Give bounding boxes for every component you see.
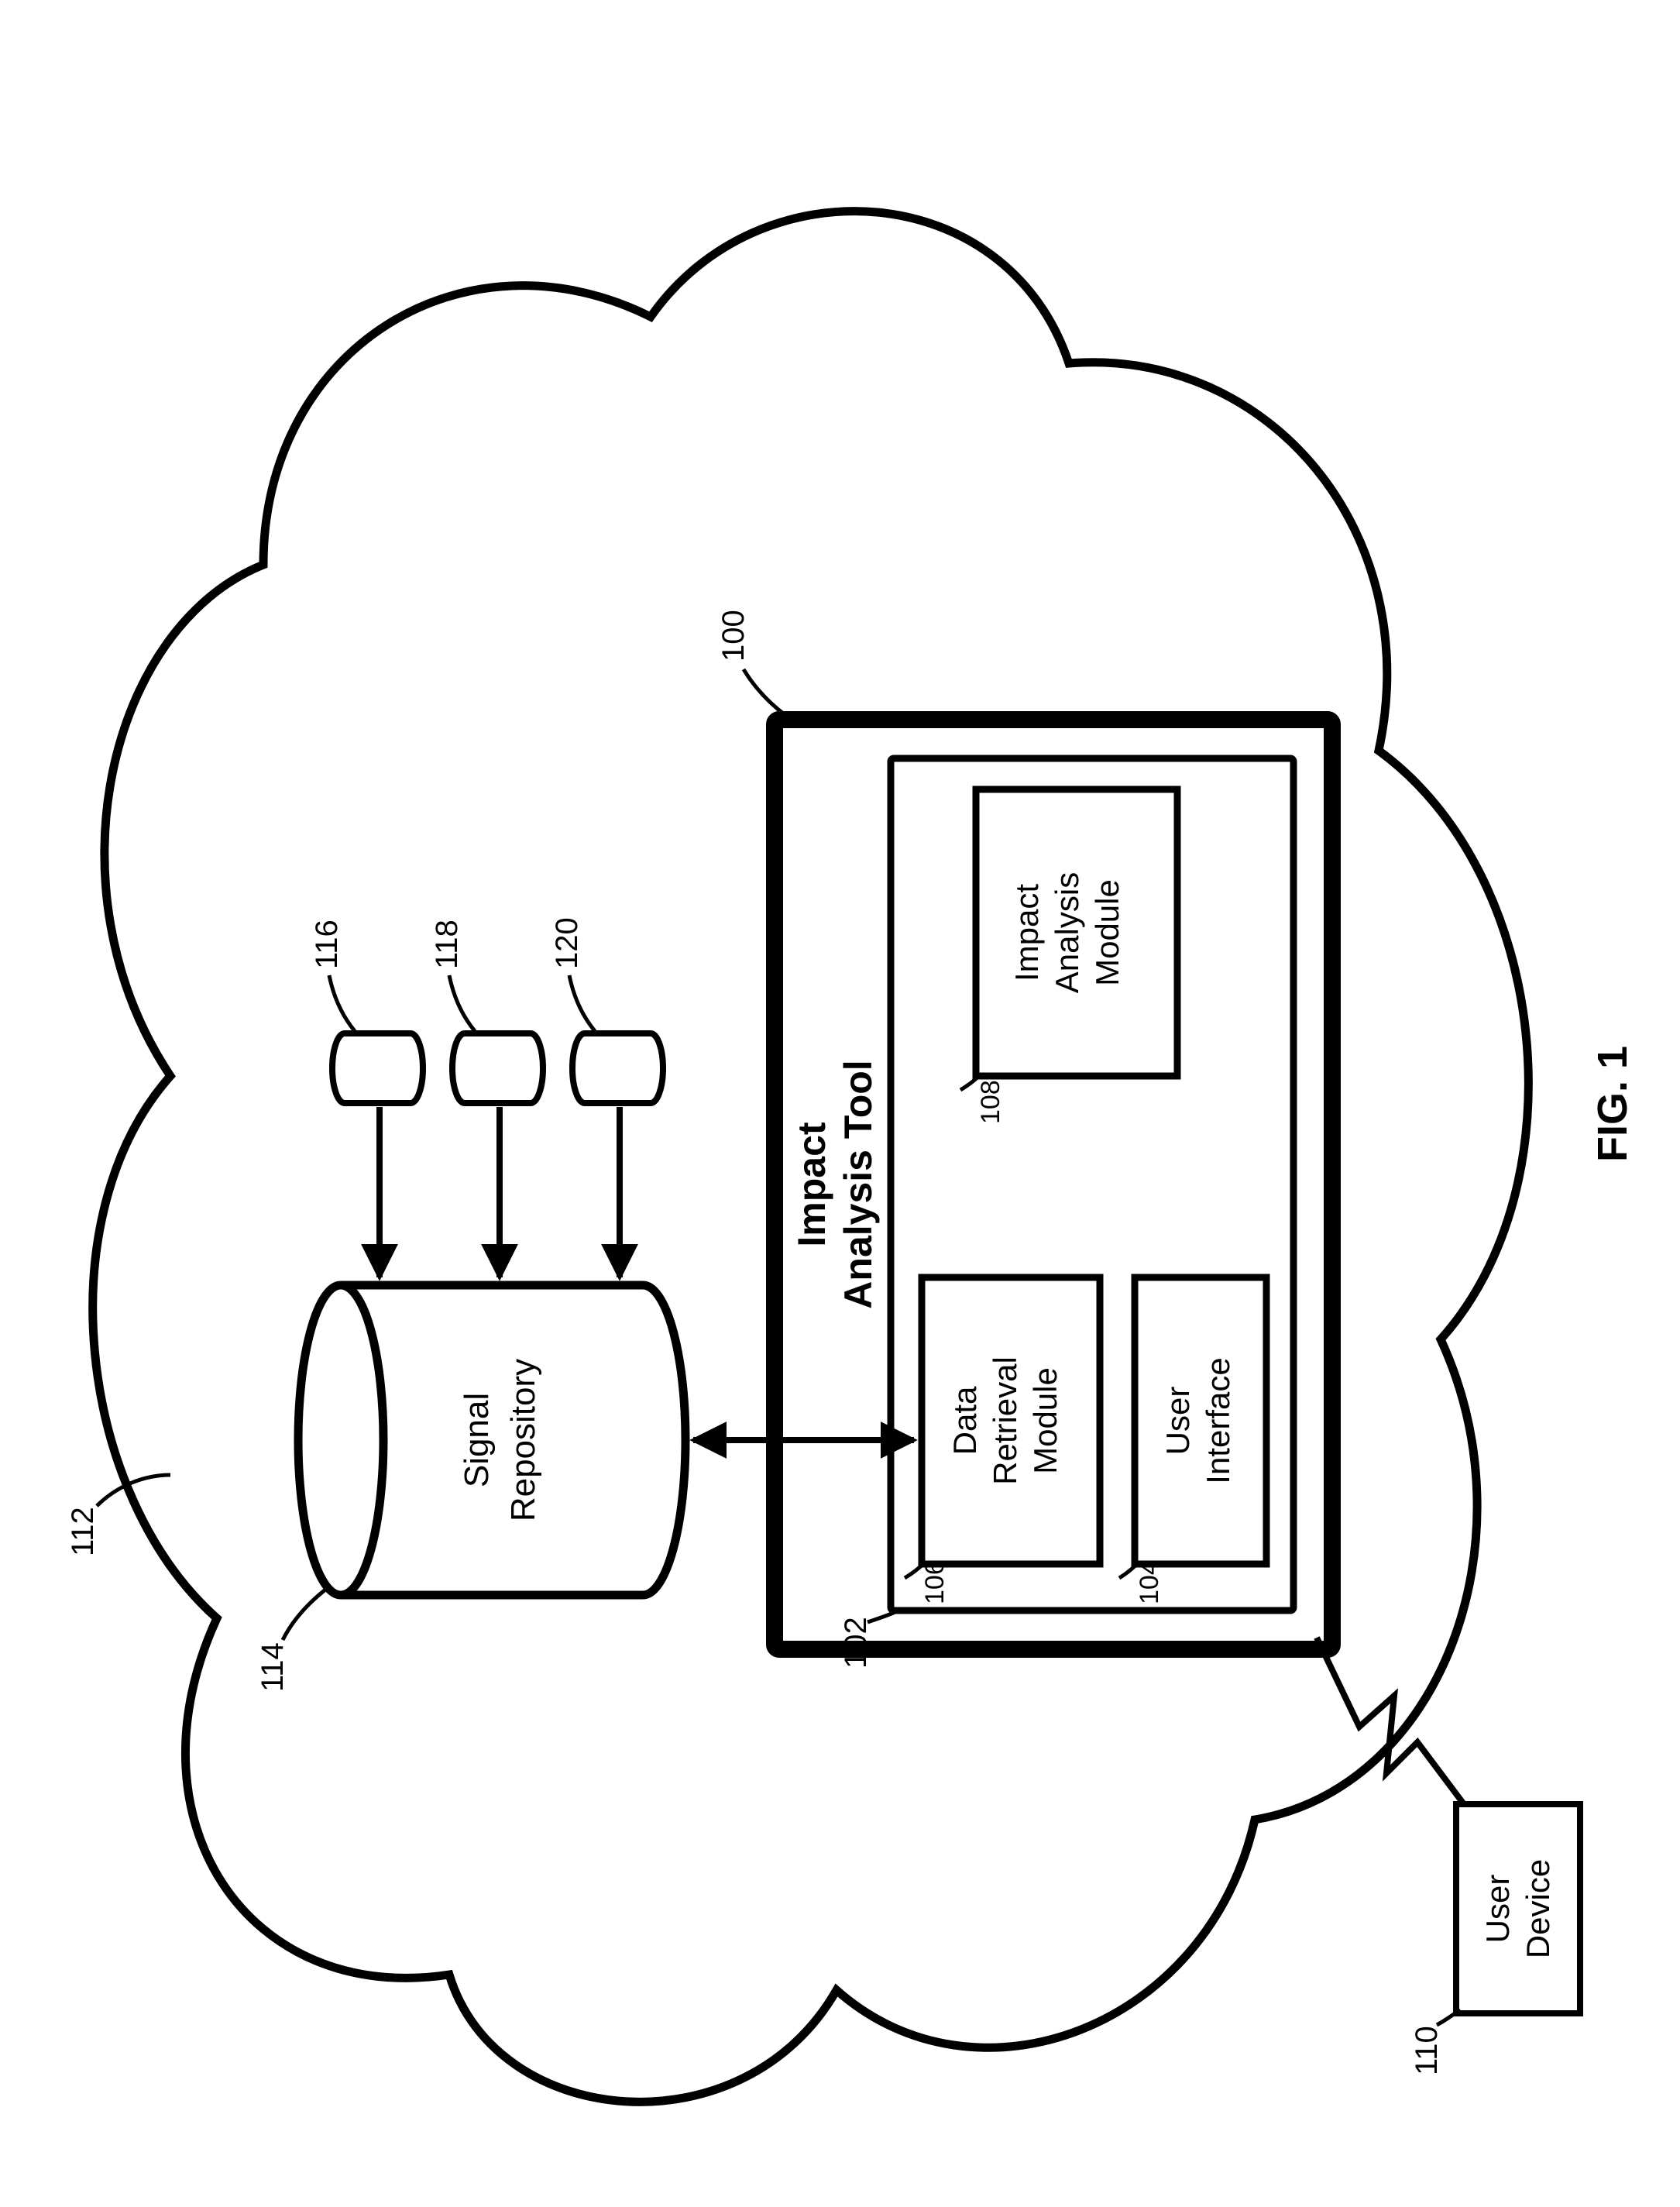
user-device-l1: User xyxy=(1479,1875,1516,1944)
ref-112: 112 xyxy=(66,1507,100,1556)
ref-114: 114 xyxy=(256,1642,290,1692)
leader-110 xyxy=(1437,2009,1460,2025)
tool-title-2: Analysis Tool xyxy=(837,1060,880,1308)
ref-108: 108 xyxy=(976,1080,1005,1124)
ui-l2: Interface xyxy=(1200,1357,1236,1483)
tool-title-1: Impact xyxy=(790,1122,833,1247)
signal-repository: Signal Repository xyxy=(298,1285,685,1595)
leader-116 xyxy=(329,975,355,1031)
ref-118: 118 xyxy=(430,920,464,969)
ref-102: 102 xyxy=(839,1617,873,1669)
signal-repository-label-2: Repository xyxy=(504,1359,542,1521)
leader-118 xyxy=(449,975,475,1031)
user-device-box xyxy=(1456,1804,1580,2013)
drm-l1: Data xyxy=(947,1386,983,1455)
signal-repository-label-1: Signal xyxy=(458,1393,496,1487)
ref-100: 100 xyxy=(716,610,751,662)
ui-l1: User xyxy=(1160,1387,1196,1456)
leader-114 xyxy=(283,1587,328,1640)
user-device-l2: Device xyxy=(1520,1859,1556,1958)
ref-106: 106 xyxy=(920,1560,950,1604)
leader-100 xyxy=(744,669,786,716)
iam-l2: Analysis xyxy=(1049,872,1085,993)
drm-l3: Module xyxy=(1027,1367,1063,1474)
ref-104: 104 xyxy=(1135,1560,1164,1604)
source-cylinder-1 xyxy=(332,1033,423,1103)
ref-120: 120 xyxy=(550,917,584,969)
drm-l2: Retrieval xyxy=(987,1356,1023,1485)
leader-120 xyxy=(569,975,595,1031)
figure-1-diagram: 112 Signal Repository 114 xyxy=(0,0,1680,2207)
ref-116: 116 xyxy=(310,920,344,969)
figure-caption: FIG. 1 xyxy=(1589,1046,1636,1162)
iam-l1: Impact xyxy=(1008,884,1045,981)
ref-110: 110 xyxy=(1410,2026,1444,2075)
source-cylinder-2 xyxy=(452,1033,543,1103)
source-cylinder-3 xyxy=(572,1033,663,1103)
iam-l3: Module xyxy=(1089,879,1125,986)
